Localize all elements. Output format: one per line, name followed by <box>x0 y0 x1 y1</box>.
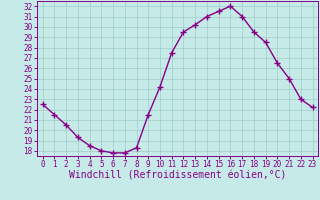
X-axis label: Windchill (Refroidissement éolien,°C): Windchill (Refroidissement éolien,°C) <box>69 171 286 181</box>
